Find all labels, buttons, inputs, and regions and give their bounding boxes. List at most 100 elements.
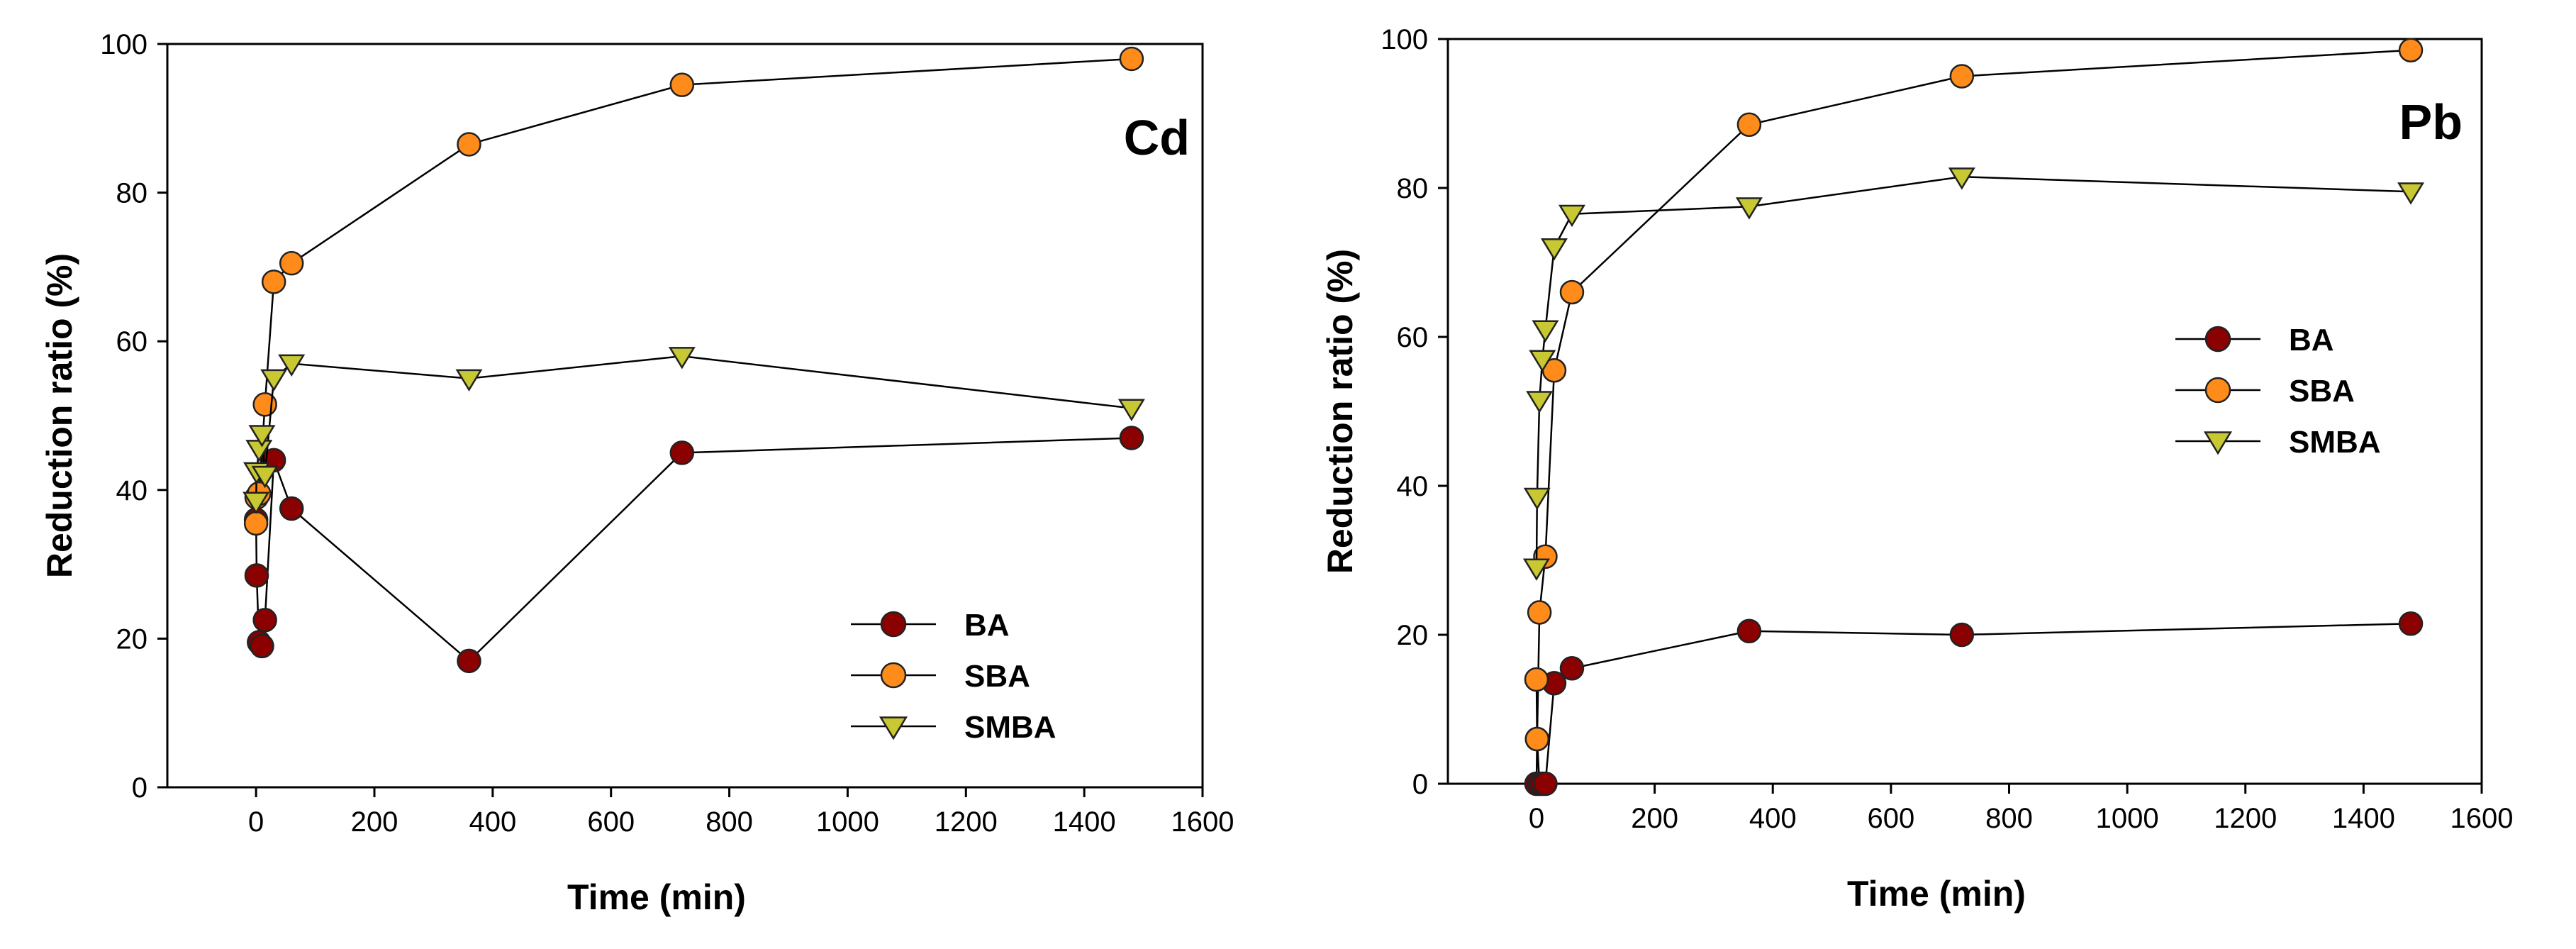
- series-line-smba: [1535, 175, 2411, 568]
- x-tick-label: 600: [1867, 803, 1914, 834]
- series-sba: [243, 46, 1144, 536]
- y-tick-label: 40: [116, 475, 148, 506]
- y-axis-label: Reduction ratio (%): [40, 253, 79, 578]
- y-tick-label: 0: [132, 772, 147, 804]
- data-point-ba: [1119, 426, 1144, 450]
- x-tick-label: 1400: [1053, 806, 1116, 838]
- x-tick-label: 0: [248, 806, 264, 838]
- plot-frame: [1446, 38, 2483, 785]
- x-tick-label: 800: [706, 806, 753, 838]
- x-tick-label: 1000: [2096, 803, 2159, 834]
- data-point-sba: [1527, 600, 1552, 625]
- data-point-smba: [251, 465, 279, 489]
- x-tick-label: 1200: [2214, 803, 2277, 834]
- y-tick-label: 100: [100, 29, 147, 60]
- data-point-smba: [879, 716, 908, 740]
- x-tick-label: 1600: [2450, 803, 2514, 834]
- chart-title: Cd: [1124, 110, 1190, 165]
- legend: BA SBA SMBA: [851, 608, 1056, 745]
- x-tick-label: 400: [1749, 803, 1797, 834]
- series-line-smba: [255, 355, 1132, 501]
- x-axis-label: Time (min): [1847, 874, 2026, 914]
- data-point-ba: [250, 633, 274, 659]
- data-point-sba: [1736, 112, 1762, 137]
- x-tick-label: 600: [587, 806, 635, 838]
- data-point-sba: [1119, 46, 1144, 72]
- data-point-smba: [278, 354, 306, 377]
- data-point-smba: [242, 492, 270, 514]
- data-point-sba: [1949, 64, 1975, 89]
- data-point-sba: [261, 270, 286, 294]
- x-tick-label: 0: [1529, 803, 1544, 834]
- x-tick-label: 1200: [935, 806, 998, 838]
- data-point-smba: [260, 369, 288, 392]
- series-smba: [242, 347, 1145, 514]
- data-point-smba: [1117, 399, 1145, 421]
- y-axis-label: Reduction ratio (%): [1320, 249, 1360, 574]
- x-axis-label: Time (min): [567, 877, 746, 917]
- data-point-smba: [1523, 487, 1551, 511]
- data-point-sba: [2204, 377, 2231, 404]
- data-point-smba: [1529, 350, 1556, 372]
- data-point-ba: [1559, 656, 1585, 681]
- chart-title: Pb: [2399, 94, 2463, 150]
- data-point-ba: [252, 607, 277, 633]
- data-point-smba: [2397, 182, 2425, 205]
- data-point-sba: [1524, 726, 1550, 752]
- y-tick-label: 80: [1397, 173, 1429, 204]
- series-smba: [1522, 167, 2425, 581]
- x-tick-label: 400: [469, 806, 516, 838]
- x-tick-label: 200: [1631, 803, 1678, 834]
- data-point-sba: [279, 250, 304, 276]
- x-tick-label: 1600: [1171, 806, 1234, 838]
- legend-label: SBA: [964, 659, 1030, 694]
- x-tick-label: 800: [1985, 803, 2033, 834]
- data-point-smba: [1540, 238, 1568, 261]
- y-tick-label: 0: [1412, 769, 1428, 800]
- data-point-ba: [1736, 618, 1762, 643]
- legend-label: BA: [964, 608, 1010, 643]
- data-point-ba: [457, 648, 481, 674]
- data-point-sba: [243, 511, 269, 536]
- data-point-sba: [1559, 279, 1585, 305]
- data-point-smba: [1526, 391, 1554, 414]
- y-tick-label: 20: [116, 623, 148, 655]
- y-tick-label: 60: [1397, 322, 1429, 353]
- x-tick-label: 200: [351, 806, 398, 838]
- data-point-smba: [1522, 558, 1550, 581]
- data-point-ba: [1949, 622, 1975, 648]
- series-line-ba: [1535, 623, 2411, 785]
- data-point-sba: [669, 72, 695, 97]
- y-tick-label: 100: [1381, 24, 1428, 55]
- data-point-ba: [1533, 771, 1558, 797]
- data-point-smba: [248, 425, 276, 448]
- data-point-smba: [1948, 167, 1975, 190]
- data-point-smba: [2203, 431, 2233, 455]
- data-point-smba: [455, 369, 483, 392]
- data-point-sba: [1524, 667, 1549, 692]
- data-point-smba: [1558, 204, 1585, 228]
- y-tick-label: 80: [116, 178, 148, 209]
- data-point-ba: [279, 496, 304, 521]
- y-tick-label: 60: [116, 326, 148, 357]
- legend: BA SBA SMBA: [2175, 323, 2381, 460]
- data-point-ba: [244, 563, 269, 588]
- series-line-ba: [255, 437, 1132, 662]
- data-point-smba: [1735, 197, 1763, 220]
- y-tick-label: 20: [1397, 620, 1429, 651]
- legend-label: SMBA: [2289, 425, 2381, 460]
- chart-pb: 0 200 400 600 800 1000 1200 1400 1600 0 20 40 60 80 10…: [1320, 24, 2513, 914]
- data-point-smba: [668, 347, 696, 370]
- data-point-smba: [1532, 320, 1559, 343]
- data-point-ba: [880, 611, 907, 638]
- chart-cd: 0 200 400 600 800 1000 1200 1400 1600 0 20 40 60 80 10…: [40, 29, 1234, 917]
- data-point-sba: [457, 132, 481, 157]
- legend-label: BA: [2289, 323, 2334, 357]
- x-tick-label: 1400: [2332, 803, 2395, 834]
- plot-frame: [166, 43, 1204, 789]
- legend-label: SBA: [2289, 374, 2355, 409]
- data-point-ba: [669, 440, 695, 465]
- data-point-sba: [880, 662, 907, 689]
- data-point-sba: [2398, 38, 2424, 62]
